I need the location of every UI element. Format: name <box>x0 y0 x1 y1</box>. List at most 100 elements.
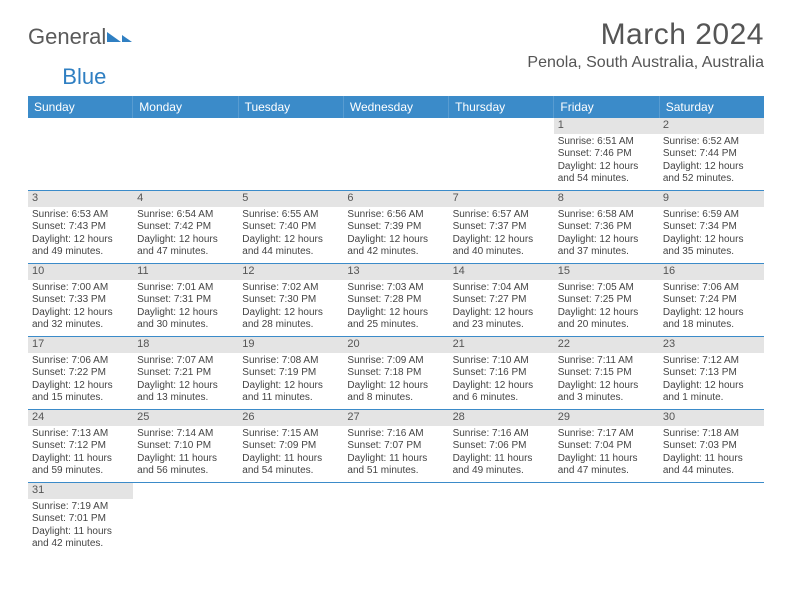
calendar-cell <box>343 483 448 555</box>
calendar-cell: 7 Sunrise: 6:57 AMSunset: 7:37 PMDaylight… <box>449 191 554 263</box>
day-number: 7 <box>449 191 554 207</box>
day-header-sun: Sunday <box>28 96 133 118</box>
sunset-text: Sunset: 7:34 PM <box>663 221 760 234</box>
sunset-text: Sunset: 7:04 PM <box>558 440 655 453</box>
calendar-cell: 2Sunrise: 6:52 AMSunset: 7:44 PMDaylight… <box>659 118 764 190</box>
sunrise-text: Sunrise: 7:04 AM <box>453 282 550 295</box>
calendar-cell <box>133 118 238 190</box>
sunset-text: Sunset: 7:27 PM <box>453 294 550 307</box>
sunset-text: Sunset: 7:22 PM <box>32 367 129 380</box>
calendar-cell: 21Sunrise: 7:10 AMSunset: 7:16 PMDayligh… <box>449 337 554 409</box>
calendar-cell: 25Sunrise: 7:14 AMSunset: 7:10 PMDayligh… <box>133 410 238 482</box>
day-number: 25 <box>133 410 238 426</box>
daylight-text: Daylight: 12 hours and 40 minutes. <box>453 234 550 259</box>
sunrise-text: Sunrise: 7:09 AM <box>347 355 444 368</box>
sunset-text: Sunset: 7:01 PM <box>32 513 129 526</box>
sunset-text: Sunset: 7:31 PM <box>137 294 234 307</box>
day-number: 8 <box>554 191 659 207</box>
logo-sail-icon <box>107 32 121 42</box>
logo: General <box>28 18 132 50</box>
sunset-text: Sunset: 7:19 PM <box>242 367 339 380</box>
sunset-text: Sunset: 7:21 PM <box>137 367 234 380</box>
sunrise-text: Sunrise: 6:56 AM <box>347 209 444 222</box>
day-number: 13 <box>343 264 448 280</box>
sunset-text: Sunset: 7:39 PM <box>347 221 444 234</box>
calendar-cell: 12Sunrise: 7:02 AMSunset: 7:30 PMDayligh… <box>238 264 343 336</box>
sunset-text: Sunset: 7:30 PM <box>242 294 339 307</box>
sunset-text: Sunset: 7:03 PM <box>663 440 760 453</box>
daylight-text: Daylight: 12 hours and 32 minutes. <box>32 307 129 332</box>
sunrise-text: Sunrise: 6:57 AM <box>453 209 550 222</box>
daylight-text: Daylight: 12 hours and 37 minutes. <box>558 234 655 259</box>
calendar-cell: 9Sunrise: 6:59 AMSunset: 7:34 PMDaylight… <box>659 191 764 263</box>
daylight-text: Daylight: 12 hours and 25 minutes. <box>347 307 444 332</box>
sunset-text: Sunset: 7:42 PM <box>137 221 234 234</box>
calendar-cell: 28Sunrise: 7:16 AMSunset: 7:06 PMDayligh… <box>449 410 554 482</box>
daylight-text: Daylight: 12 hours and 1 minute. <box>663 380 760 405</box>
sunrise-text: Sunrise: 7:12 AM <box>663 355 760 368</box>
day-header-thu: Thursday <box>449 96 554 118</box>
logo-text-blue: Blue <box>62 64 106 90</box>
calendar-cell: 18Sunrise: 7:07 AMSunset: 7:21 PMDayligh… <box>133 337 238 409</box>
day-header-sat: Saturday <box>660 96 764 118</box>
calendar-cell: 10Sunrise: 7:00 AMSunset: 7:33 PMDayligh… <box>28 264 133 336</box>
sunset-text: Sunset: 7:18 PM <box>347 367 444 380</box>
calendar-cell: 30Sunrise: 7:18 AMSunset: 7:03 PMDayligh… <box>659 410 764 482</box>
sunset-text: Sunset: 7:25 PM <box>558 294 655 307</box>
calendar: Sunday Monday Tuesday Wednesday Thursday… <box>28 96 764 555</box>
daylight-text: Daylight: 12 hours and 15 minutes. <box>32 380 129 405</box>
day-number: 12 <box>238 264 343 280</box>
day-number: 9 <box>659 191 764 207</box>
calendar-cell: 27Sunrise: 7:16 AMSunset: 7:07 PMDayligh… <box>343 410 448 482</box>
daylight-text: Daylight: 11 hours and 44 minutes. <box>663 453 760 478</box>
title-block: March 2024 Penola, South Australia, Aust… <box>527 18 764 72</box>
daylight-text: Daylight: 12 hours and 3 minutes. <box>558 380 655 405</box>
daylight-text: Daylight: 11 hours and 42 minutes. <box>32 526 129 551</box>
sunset-text: Sunset: 7:24 PM <box>663 294 760 307</box>
day-number: 3 <box>28 191 133 207</box>
calendar-cell: 3Sunrise: 6:53 AMSunset: 7:43 PMDaylight… <box>28 191 133 263</box>
calendar-cell <box>133 483 238 555</box>
calendar-cell: 31Sunrise: 7:19 AMSunset: 7:01 PMDayligh… <box>28 483 133 555</box>
sunset-text: Sunset: 7:46 PM <box>558 148 655 161</box>
sunset-text: Sunset: 7:36 PM <box>558 221 655 234</box>
calendar-cell: 11Sunrise: 7:01 AMSunset: 7:31 PMDayligh… <box>133 264 238 336</box>
day-number: 24 <box>28 410 133 426</box>
calendar-cell <box>238 483 343 555</box>
sunrise-text: Sunrise: 7:05 AM <box>558 282 655 295</box>
day-number: 5 <box>238 191 343 207</box>
daylight-text: Daylight: 11 hours and 47 minutes. <box>558 453 655 478</box>
sunset-text: Sunset: 7:15 PM <box>558 367 655 380</box>
sunset-text: Sunset: 7:12 PM <box>32 440 129 453</box>
day-number: 30 <box>659 410 764 426</box>
logo-sail-icon-2 <box>122 35 132 42</box>
daylight-text: Daylight: 12 hours and 8 minutes. <box>347 380 444 405</box>
calendar-cell: 8Sunrise: 6:58 AMSunset: 7:36 PMDaylight… <box>554 191 659 263</box>
sunrise-text: Sunrise: 7:00 AM <box>32 282 129 295</box>
day-number: 23 <box>659 337 764 353</box>
sunrise-text: Sunrise: 6:51 AM <box>558 136 655 149</box>
calendar-cell <box>659 483 764 555</box>
week-row: 10Sunrise: 7:00 AMSunset: 7:33 PMDayligh… <box>28 264 764 337</box>
day-number: 16 <box>659 264 764 280</box>
calendar-cell: 22Sunrise: 7:11 AMSunset: 7:15 PMDayligh… <box>554 337 659 409</box>
sunset-text: Sunset: 7:13 PM <box>663 367 760 380</box>
daylight-text: Daylight: 12 hours and 54 minutes. <box>558 161 655 186</box>
day-number: 2 <box>659 118 764 134</box>
day-number: 31 <box>28 483 133 499</box>
sunrise-text: Sunrise: 7:17 AM <box>558 428 655 441</box>
sunset-text: Sunset: 7:33 PM <box>32 294 129 307</box>
sunset-text: Sunset: 7:40 PM <box>242 221 339 234</box>
sunset-text: Sunset: 7:37 PM <box>453 221 550 234</box>
daylight-text: Daylight: 11 hours and 56 minutes. <box>137 453 234 478</box>
sunset-text: Sunset: 7:07 PM <box>347 440 444 453</box>
daylight-text: Daylight: 12 hours and 49 minutes. <box>32 234 129 259</box>
week-row: 24 Sunrise: 7:13 AMSunset: 7:12 PM Dayligh… <box>28 410 764 483</box>
week-row: 31Sunrise: 7:19 AMSunset: 7:01 PMDayligh… <box>28 483 764 555</box>
daylight-text: Daylight: 11 hours and 54 minutes. <box>242 453 339 478</box>
calendar-cell: 20Sunrise: 7:09 AMSunset: 7:18 PMDayligh… <box>343 337 448 409</box>
day-header-tue: Tuesday <box>239 96 344 118</box>
sunrise-text: Sunrise: 7:01 AM <box>137 282 234 295</box>
sunrise-text: Sunrise: 7:13 AM <box>32 428 129 441</box>
sunrise-text: Sunrise: 6:52 AM <box>663 136 760 149</box>
